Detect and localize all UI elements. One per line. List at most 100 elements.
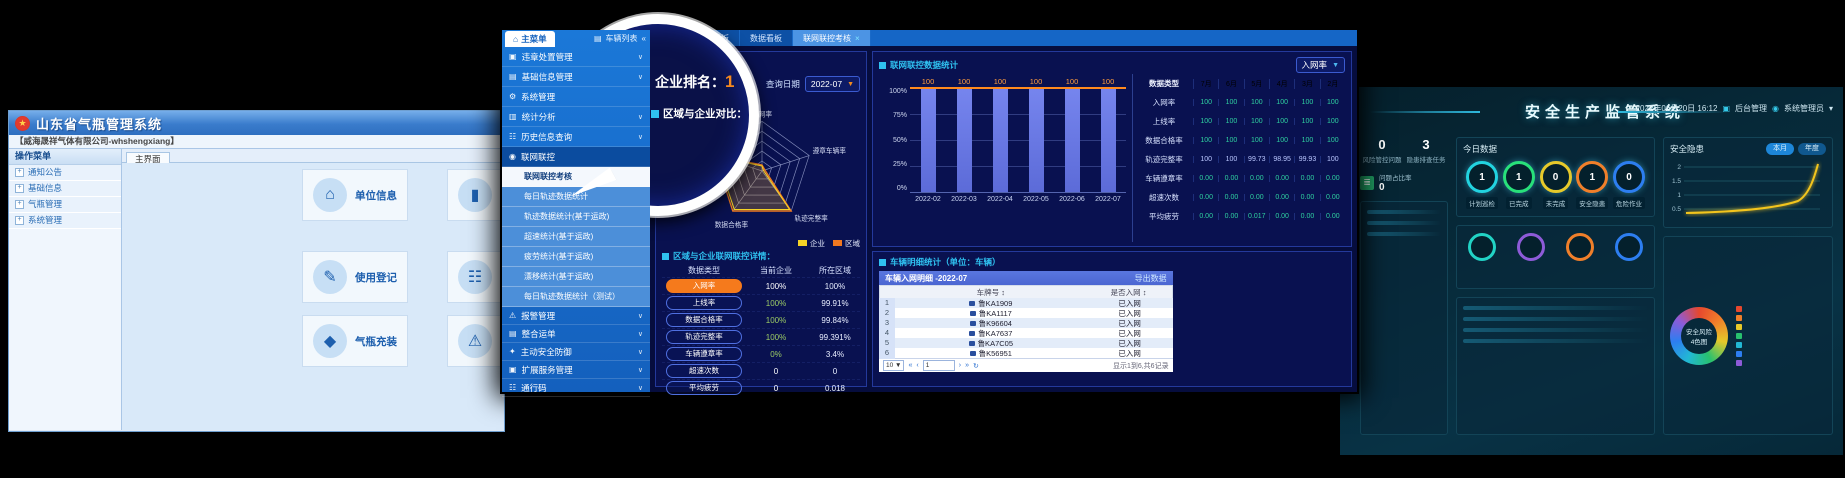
home-card[interactable]: ⚠ 信息预警 [447, 315, 504, 367]
menu-item[interactable]: ▤ 整合运单 ∨ [502, 325, 650, 343]
home-card[interactable]: ⌂ 单位信息 [302, 169, 408, 221]
y-tick: 50% [892, 136, 907, 144]
home-card[interactable]: ✎ 使用登记 [302, 251, 408, 303]
bar-rect [920, 88, 936, 192]
metric-button[interactable]: 超速次数 [666, 364, 742, 378]
gauge-label: 安全隐患 [1576, 197, 1609, 209]
query-date-label: 查询日期 [765, 79, 800, 89]
submenu-item[interactable]: 每日轨迹数据统计（测试） [502, 287, 650, 307]
expand-plus-icon[interactable]: + [15, 168, 24, 177]
caret-down-icon: ▼ [1332, 61, 1339, 69]
menu-item-label: 报警管理 [521, 310, 556, 321]
submenu-item[interactable]: 漂移统计(基于运政) [502, 267, 650, 287]
svg-text:2: 2 [1677, 164, 1681, 171]
cell: 100 [1294, 137, 1319, 144]
metric-button[interactable]: 入网率 [666, 279, 742, 293]
cell: 100 [1193, 99, 1218, 106]
refresh-icon[interactable]: ↻ [972, 362, 979, 370]
collapse-icon[interactable]: « [641, 34, 646, 43]
metric-button[interactable]: 上线率 [666, 296, 742, 310]
admin-link[interactable]: 后台管理 [1735, 104, 1767, 113]
list-panel [1456, 297, 1655, 435]
table-row[interactable]: 6 鲁K56951 已入网 [879, 348, 1173, 359]
menu-item[interactable]: ⚠ 报警管理 ∨ [502, 307, 650, 325]
query-date-select[interactable]: 2022-07 ▼ [804, 76, 860, 92]
marker-line [910, 87, 1126, 89]
x-tick: 2022-07 [1095, 196, 1121, 203]
panel-title: 今日数据 [1463, 144, 1498, 154]
col-plate[interactable]: 车牌号 ↕ [976, 287, 1005, 297]
region-value: 0.018 [824, 383, 846, 393]
metric-button[interactable]: 车辆遵章率 [666, 347, 742, 361]
home-card[interactable]: ☷ 气瓶报检 [447, 251, 504, 303]
menu-item[interactable]: ▥ 统计分析 ∨ [502, 107, 650, 127]
prev-page-button[interactable]: ‹ [916, 362, 919, 369]
mid-tabbar: 车辆列表 看板 数据看板 联网联控考核 × [650, 30, 1357, 46]
week-ring-row [1463, 231, 1648, 261]
submenu-item[interactable]: 轨迹数据统计(基于运政) [502, 207, 650, 227]
table-row[interactable]: 5 鲁KA7C05 已入网 [879, 338, 1173, 349]
bar-rect [1028, 88, 1044, 192]
metric-button[interactable]: 数据合格率 [666, 313, 742, 327]
submenu-item[interactable]: 疲劳统计(基于运政) [502, 247, 650, 267]
range-pill-button[interactable]: 年度 [1798, 143, 1826, 155]
close-icon[interactable]: × [855, 33, 860, 43]
expand-plus-icon[interactable]: + [15, 216, 24, 225]
submenu-item[interactable]: 超速统计(基于运政) [502, 227, 650, 247]
sidebar-item[interactable]: + 气瓶管理 [9, 197, 121, 213]
page-input[interactable]: 1 [922, 360, 955, 371]
workspace-tab[interactable]: 联网联控考核 × [793, 30, 871, 46]
menu-item[interactable]: ⚙ 系统管理 [502, 87, 650, 107]
menu-item-label: 主动安全防御 [520, 346, 572, 357]
card-label: 使用登记 [355, 271, 397, 284]
export-button[interactable]: 导出数据 [1134, 273, 1167, 283]
workspace-tab[interactable]: 数据看板 [740, 30, 793, 46]
menu-item[interactable]: ✦ 主动安全防御 ∨ [502, 343, 650, 361]
range-pill-button[interactable]: 本月 [1766, 143, 1794, 155]
menu-item[interactable]: ▤ 基础信息管理 ∨ [502, 67, 650, 87]
metric-select[interactable]: 入网率 ▼ [1295, 57, 1345, 73]
expand-plus-icon[interactable]: + [15, 200, 24, 209]
main-menu-tab[interactable]: ⌂ 主菜单 [505, 31, 555, 47]
expand-plus-icon[interactable]: + [15, 184, 24, 193]
next-page-button[interactable]: › [958, 362, 962, 369]
home-card[interactable]: ▮ 气瓶管理 [447, 169, 504, 221]
user-menu[interactable]: 系统管理员 [1783, 104, 1824, 113]
caret-down-icon[interactable]: ▾ [1828, 104, 1833, 113]
menu-item[interactable]: ▣ 扩展服务管理 ∨ [502, 361, 650, 379]
table-row[interactable]: 4 鲁KA7637 已入网 [879, 328, 1173, 339]
tab-main-screen[interactable]: 主界面 [126, 152, 170, 165]
table-row[interactable]: 1 鲁KA1909 已入网 [879, 298, 1173, 309]
submenu-item[interactable]: 每日轨迹数据统计 [502, 187, 650, 207]
pagination-summary: 显示1到6,共6记录 [1112, 362, 1169, 370]
table-row[interactable]: 3 鲁K96604 已入网 [879, 318, 1173, 329]
menu-item[interactable]: ☷ 通行码 ∨ [502, 379, 650, 397]
company-value: 0% [770, 349, 782, 359]
page-size-select[interactable]: 10 ▼ [883, 360, 905, 371]
col-status[interactable]: 是否入网 ↕ [1110, 287, 1147, 297]
cell: 100 [1218, 137, 1243, 144]
gauge-ring: 0 [1613, 161, 1645, 193]
submenu-item[interactable]: 联网联控考核 [502, 167, 650, 187]
sidebar-item[interactable]: + 基础信息 [9, 181, 121, 197]
sidebar-item[interactable]: + 系统管理 [9, 213, 121, 229]
vehicle-list-tab[interactable]: 车辆列表 [605, 34, 638, 43]
table-row[interactable]: 2 鲁KA1117 已入网 [879, 308, 1173, 319]
first-page-button[interactable]: « [908, 362, 913, 369]
cell: 0.00 [1268, 194, 1294, 201]
sort-icon[interactable]: ↕ [1142, 287, 1147, 297]
metric-button[interactable]: 轨迹完整率 [666, 330, 742, 344]
menu-item[interactable]: ▣ 违章处置管理 ∨ [502, 47, 650, 67]
bar: 100 [916, 77, 940, 192]
metric-button[interactable]: 平均疲劳 [666, 381, 742, 395]
menu-item[interactable]: ☷ 历史信息查询 ∨ [502, 127, 650, 147]
home-card[interactable]: ◆ 气瓶充装 [302, 315, 408, 367]
bullet-square-icon [879, 258, 886, 266]
sidebar-item[interactable]: + 通知公告 [9, 165, 121, 181]
sort-icon[interactable]: ↕ [1001, 287, 1005, 297]
card-icon: ◆ [313, 324, 347, 358]
last-page-button[interactable]: » [965, 362, 969, 369]
rank-value: 1 [725, 72, 735, 91]
menu-group-network-control[interactable]: ◉ 联网联控 [502, 147, 650, 167]
company-value: 100% [765, 315, 787, 325]
